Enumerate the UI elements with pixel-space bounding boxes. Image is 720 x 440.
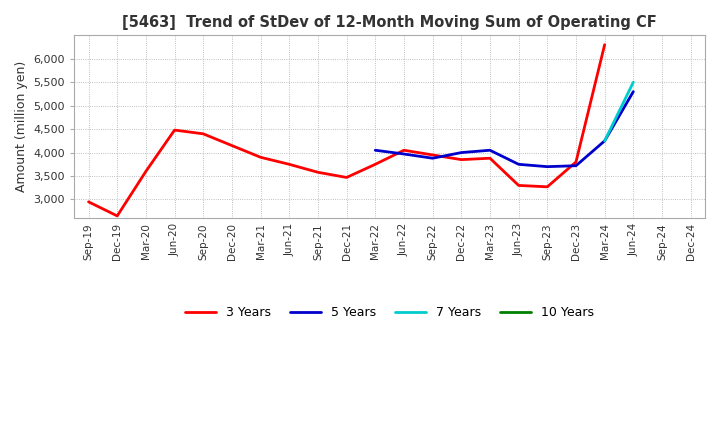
5 Years [485, 147, 494, 153]
5 Years [428, 156, 437, 161]
Line: 7 Years: 7 Years [605, 82, 634, 141]
Y-axis label: Amount (million yen): Amount (million yen) [15, 61, 28, 192]
3 Years [170, 128, 179, 133]
5 Years [457, 150, 466, 155]
3 Years [199, 131, 207, 136]
3 Years [428, 152, 437, 158]
5 Years [514, 161, 523, 167]
Line: 3 Years: 3 Years [89, 45, 605, 216]
3 Years [543, 184, 552, 190]
3 Years [342, 175, 351, 180]
3 Years [514, 183, 523, 188]
7 Years [629, 80, 638, 85]
5 Years [629, 89, 638, 94]
5 Years [371, 147, 379, 153]
5 Years [400, 151, 408, 157]
3 Years [84, 199, 93, 205]
3 Years [600, 42, 609, 48]
5 Years [600, 138, 609, 143]
3 Years [485, 156, 494, 161]
Legend: 3 Years, 5 Years, 7 Years, 10 Years: 3 Years, 5 Years, 7 Years, 10 Years [180, 301, 599, 324]
7 Years [600, 138, 609, 143]
3 Years [113, 213, 122, 219]
3 Years [400, 147, 408, 153]
3 Years [572, 159, 580, 165]
Title: [5463]  Trend of StDev of 12-Month Moving Sum of Operating CF: [5463] Trend of StDev of 12-Month Moving… [122, 15, 657, 30]
3 Years [314, 170, 323, 175]
3 Years [457, 157, 466, 162]
3 Years [256, 154, 265, 160]
3 Years [285, 161, 294, 167]
3 Years [371, 161, 379, 167]
3 Years [228, 143, 236, 148]
5 Years [543, 164, 552, 169]
3 Years [142, 169, 150, 174]
5 Years [572, 163, 580, 169]
Line: 5 Years: 5 Years [375, 92, 634, 167]
